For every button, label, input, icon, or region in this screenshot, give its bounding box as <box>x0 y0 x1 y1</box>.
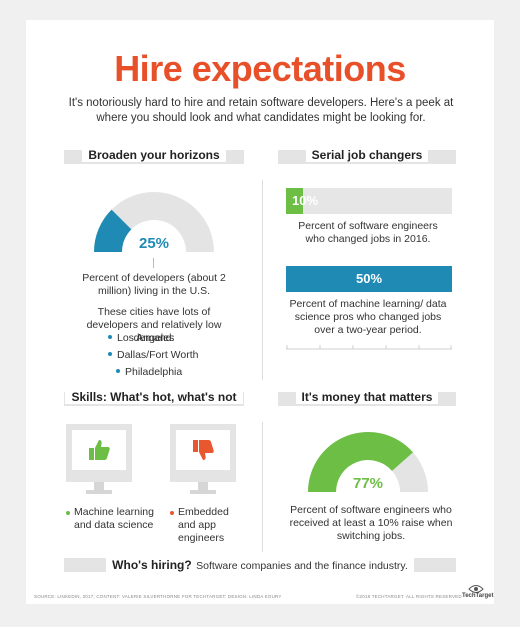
footer-sources: SOURCE: LINKEDIN, 2017; CONTENT: VALERIE… <box>34 594 282 599</box>
raise-gauge: 77% <box>308 431 428 492</box>
footer-copyright: ©2018 TECHTARGET. ALL RIGHTS RESERVED <box>356 594 462 599</box>
cities-intro: These cities have lots of developers and… <box>86 306 222 344</box>
gauge-value: 77% <box>353 475 383 492</box>
brand-name: TechTarget <box>462 593 494 599</box>
skill-hot-label: Machine learning and data science <box>74 506 154 531</box>
section-heading-money: It's money that matters <box>278 390 456 406</box>
infographic-card: Hire expectations It's notoriously hard … <box>26 20 494 604</box>
hiring-text: Software companies and the finance indus… <box>196 560 408 572</box>
hiring-label: Who's hiring? <box>112 558 192 572</box>
job-change-bar-ml: 50% <box>286 266 452 292</box>
page-title: Hire expectations <box>114 48 406 89</box>
techtarget-eye-icon <box>468 585 484 593</box>
skill-not-label: Embedded and app engineers <box>178 506 229 544</box>
bar-fill <box>286 188 303 214</box>
bar2-caption: Percent of machine learning/ data scienc… <box>289 298 447 336</box>
gauge-fill <box>308 431 414 492</box>
horizons-caption: Percent of developers (about 2 million) … <box>82 272 226 297</box>
skill-hot: Machine learning and data science <box>66 506 154 532</box>
monitor-hot <box>66 424 132 494</box>
skill-not: Embedded and app engineers <box>170 506 248 545</box>
thumbs-down-icon <box>193 440 214 460</box>
job-change-bar-2016: 10% <box>286 188 452 214</box>
city-item: Dallas/Fort Worth <box>108 349 199 361</box>
bar-value: 50% <box>355 271 383 286</box>
ruler-decoration <box>286 345 452 350</box>
column-divider <box>262 180 263 380</box>
gauge-fill <box>94 209 132 252</box>
bar-value: 10% <box>292 193 319 208</box>
column-divider <box>262 422 263 552</box>
city-item: Los Angeles <box>108 332 174 344</box>
us-developers-gauge: 25% <box>94 192 214 252</box>
gauge-value: 25% <box>139 235 169 252</box>
city-item: Philadelphia <box>116 366 182 378</box>
hiring-banner: Who's hiring? Software companies and the… <box>64 556 456 573</box>
bar1-caption: Percent of software engineers who change… <box>298 220 438 245</box>
thumbs-up-icon <box>89 440 110 460</box>
section-heading-skills: Skills: What's hot, what's not <box>64 390 244 406</box>
money-caption: Percent of software engineers who receiv… <box>289 504 453 542</box>
monitor-not <box>170 424 236 494</box>
section-heading-job-changers: Serial job changers <box>278 148 456 164</box>
bar-fill <box>286 266 452 292</box>
section-heading-horizons: Broaden your horizons <box>64 148 244 164</box>
gauge-pointer-line <box>153 258 154 268</box>
intro-text: It's notoriously hard to hire and retain… <box>68 97 454 124</box>
